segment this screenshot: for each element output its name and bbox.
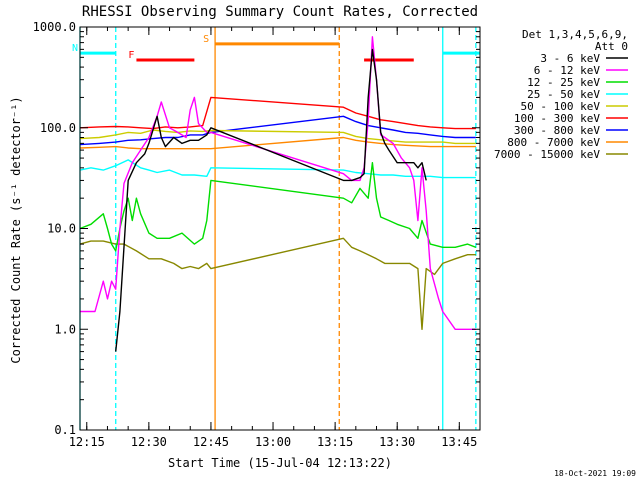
y-axis-label: Corrected Count Rate (s⁻¹ detector⁻¹): [9, 96, 23, 363]
legend-label-300-800-kev: 300 - 800 keV: [514, 124, 600, 137]
chart-title: RHESSI Observing Summary Count Rates, Co…: [82, 4, 478, 20]
x-axis-label: Start Time (15-Jul-04 12:13:22): [168, 456, 392, 470]
x-tick-label-5: 13:15: [317, 435, 353, 449]
legend-label-100-300-kev: 100 - 300 keV: [514, 112, 600, 125]
y-tick-label-4: 100.0: [40, 121, 76, 135]
footer-timestamp: 18-Oct-2021 19:09: [554, 469, 636, 478]
series-line-3-6-kev: [115, 48, 427, 352]
series-line-7000-15000-kev: [79, 237, 476, 330]
legend-header-1: Det 1,3,4,5,6,9,: [522, 28, 628, 41]
series-line-50-100-kev: [79, 129, 476, 145]
legend-header-2: Att 0: [595, 40, 628, 53]
y-tick-label-3: 10.0: [47, 222, 76, 236]
legend-label-800-7000-kev: 800 - 7000 keV: [507, 136, 600, 149]
flag-n-label: N: [72, 43, 78, 54]
series-line-300-800-kev: [79, 115, 476, 146]
series-line-25-50-kev: [79, 159, 476, 179]
series-line-6-12-kev: [80, 36, 476, 330]
legend-label-12-25-kev: 12 - 25 keV: [527, 76, 600, 89]
legend-label-50-100-kev: 50 - 100 keV: [521, 100, 601, 113]
flag-f-label: F: [128, 50, 134, 61]
legend-label-25-50-kev: 25 - 50 keV: [527, 88, 600, 101]
legend-label-7000-15000-kev: 7000 - 15000 keV: [494, 148, 600, 161]
legend-label-3-6-kev: 3 - 6 keV: [540, 52, 600, 65]
x-tick-label-4: 13:00: [255, 435, 291, 449]
x-tick-label-3: 12:45: [193, 435, 229, 449]
y-tick-label-1: 0.1: [54, 423, 76, 437]
x-axis: 12:15 12:30 12:45 13:00 13:15 13:30 13:45: [69, 27, 481, 449]
series-line-800-7000-kev: [79, 136, 476, 150]
x-tick-label-1: 12:15: [69, 435, 105, 449]
plot-content: N F S: [72, 27, 480, 430]
y-tick-label-2: 1.0: [54, 322, 76, 336]
y-axis: 0.1 1.0 10.0 100.0 1000.0: [33, 20, 480, 437]
x-tick-label-6: 13:30: [379, 435, 415, 449]
y-tick-label-5: 1000.0: [33, 20, 76, 34]
flag-s-label: S: [203, 34, 209, 45]
x-tick-label-2: 12:30: [131, 435, 167, 449]
x-tick-label-7: 13:45: [441, 435, 477, 449]
legend-label-6-12-kev: 6 - 12 keV: [534, 64, 601, 77]
series-line-100-300-kev: [79, 96, 476, 130]
